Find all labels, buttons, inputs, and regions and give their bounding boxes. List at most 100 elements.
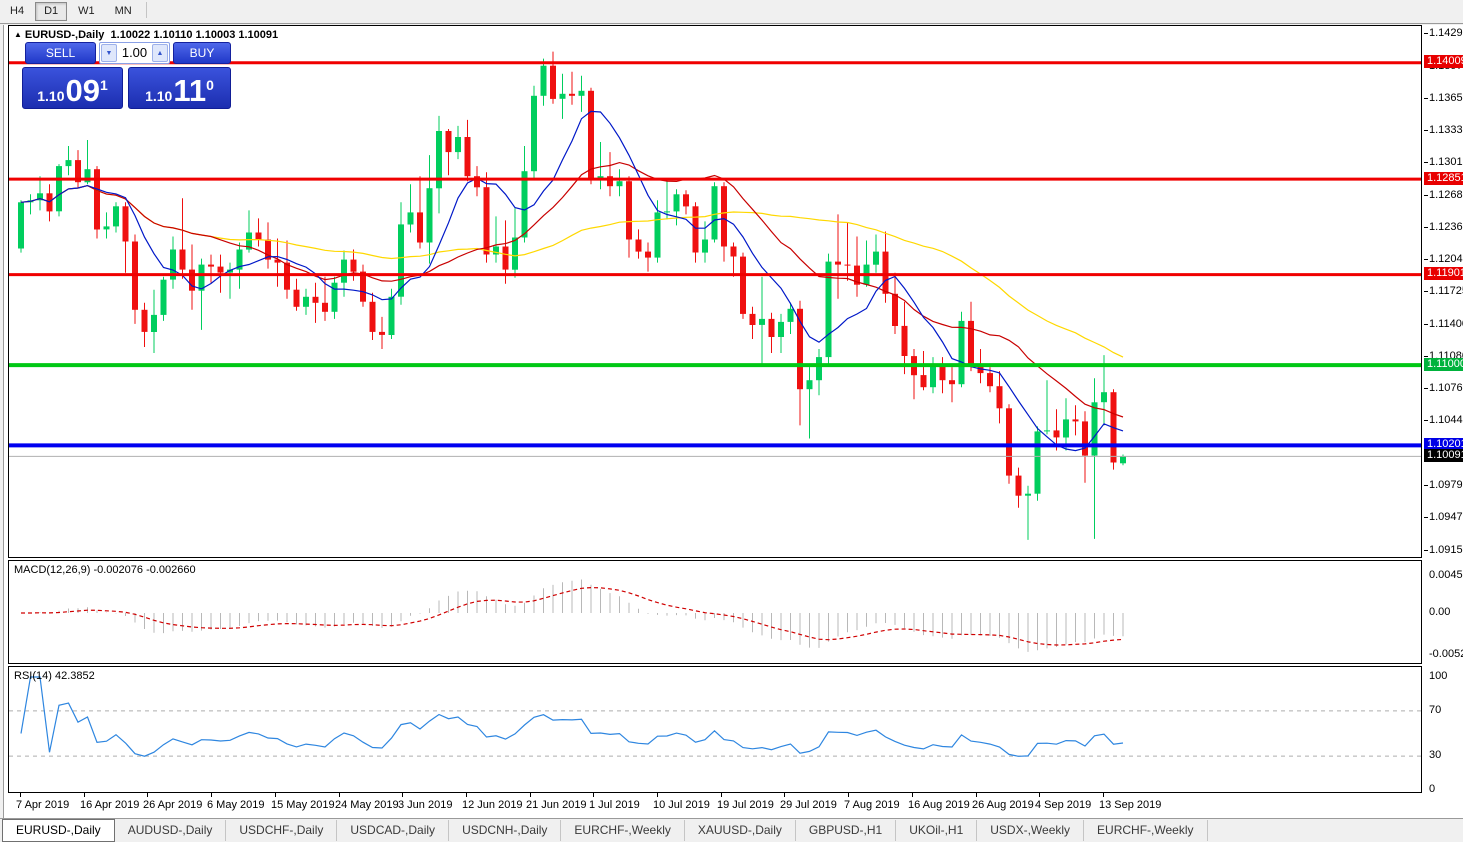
date-axis-label: 10 Jul 2019	[653, 799, 710, 811]
price-axis-tick: 1.13010	[1424, 156, 1463, 168]
chart-tab-xauusd-daily[interactable]: XAUUSD-,Daily	[685, 820, 796, 841]
price-axis-tick: 1.10440	[1424, 414, 1463, 426]
date-axis-label: 7 Aug 2019	[844, 799, 900, 811]
sell-price-prefix: 1.10	[37, 88, 65, 104]
chart-title-symbol: EURUSD-,Daily	[24, 29, 105, 41]
macd-axis-tick: -0.005205	[1429, 648, 1463, 660]
date-axis-label: 16 Apr 2019	[80, 799, 140, 811]
date-axis-label: 7 Apr 2019	[16, 799, 70, 811]
date-axis-tick-mark	[1039, 793, 1040, 797]
price-tag: 1.11901	[1424, 267, 1463, 280]
chart-tab-usdcnh-daily[interactable]: USDCNH-,Daily	[449, 820, 562, 841]
date-axis-label: 1 Jul 2019	[589, 799, 640, 811]
price-axis-tick: 1.11725	[1424, 285, 1463, 297]
chart-tab-ukoil-h1[interactable]: UKOil-,H1	[896, 820, 978, 841]
price-axis-tick: 1.12685	[1424, 189, 1463, 201]
buy-price-sup: 0	[206, 77, 214, 93]
date-axis-label: 13 Sep 2019	[1099, 799, 1162, 811]
date-axis-label: 21 Jun 2019	[526, 799, 587, 811]
buy-price-prefix: 1.10	[145, 88, 173, 104]
toolbar-separator	[145, 1, 147, 18]
date-axis-tick-mark	[20, 793, 21, 797]
volume-decrease-icon[interactable]: ▼	[101, 44, 117, 62]
rsi-label: RSI(14) 42.3852	[14, 670, 95, 682]
date-axis-tick-mark	[657, 793, 658, 797]
sell-price-sup: 1	[99, 77, 108, 93]
chart-window: ▲ EURUSD-,Daily 1.10022 1.10110 1.10003 1…	[3, 25, 1463, 818]
chart-tab-eurchf-weekly[interactable]: EURCHF-,Weekly	[561, 820, 685, 841]
volume-stepper: ▼ 1.00 ▲	[99, 42, 170, 64]
price-axis-tick: 1.12365	[1424, 221, 1463, 233]
price-axis-tick: 1.10760	[1424, 382, 1463, 394]
macd-axis-tick: 0.004536	[1429, 569, 1463, 581]
chart-tab-eurusd-daily[interactable]: EURUSD-,Daily	[2, 819, 115, 842]
date-axis-tick-mark	[84, 793, 85, 797]
chart-tab-eurchf-weekly[interactable]: EURCHF-,Weekly	[1084, 820, 1208, 841]
rsi-axis-tick: 30	[1429, 749, 1442, 761]
rsi-indicator-pane[interactable]: RSI(14) 42.3852	[8, 666, 1422, 793]
price-axis-tick: 1.12045	[1424, 253, 1463, 265]
price-tag: 1.12851	[1424, 172, 1463, 185]
date-axis-tick-mark	[593, 793, 594, 797]
symbol-marker-icon: ▲	[14, 30, 22, 39]
date-axis-label: 16 Aug 2019	[908, 799, 970, 811]
date-axis-tick-mark	[339, 793, 340, 797]
volume-input[interactable]: 1.00	[121, 45, 148, 60]
date-axis-label: 4 Sep 2019	[1035, 799, 1092, 811]
main-chart-pane[interactable]: ▲ EURUSD-,Daily 1.10022 1.10110 1.10003 1…	[8, 25, 1422, 558]
macd-indicator-pane[interactable]: MACD(12,26,9) -0.002076 -0.002660	[8, 560, 1422, 664]
date-axis-tick-mark	[466, 793, 467, 797]
sell-price-button[interactable]: 1.10 09 1	[22, 67, 123, 109]
macd-canvas	[21, 579, 1124, 652]
price-tag: 1.11000	[1424, 358, 1463, 371]
chart-tab-bar: EURUSD-,Daily AUDUSD-,Daily USDCHF-,Daily U…	[0, 818, 1463, 842]
volume-increase-icon[interactable]: ▲	[152, 44, 168, 62]
buy-price-button[interactable]: 1.10 11 0	[128, 67, 231, 109]
date-axis-tick-mark	[848, 793, 849, 797]
chart-title: ▲ EURUSD-,Daily 1.10022 1.10110 1.10003 1…	[14, 29, 278, 41]
timeframe-button-w1[interactable]: W1	[78, 5, 95, 17]
sell-button[interactable]: SELL	[25, 42, 96, 64]
price-axis-tick: 1.13650	[1424, 92, 1463, 104]
price-axis-tick: 1.09475	[1424, 511, 1463, 523]
buy-price-big: 11	[173, 73, 207, 108]
chart-tab-gbpusd-h1[interactable]: GBPUSD-,H1	[796, 820, 897, 841]
candlestick-canvas	[9, 51, 1421, 540]
date-axis-label: 26 Aug 2019	[972, 799, 1034, 811]
chart-title-ohlc: 1.10022 1.10110 1.10003 1.10091	[110, 29, 279, 41]
date-axis-tick-mark	[976, 793, 977, 797]
rsi-canvas	[9, 676, 1421, 757]
macd-label: MACD(12,26,9) -0.002076 -0.002660	[14, 564, 196, 576]
one-click-trading-panel: SELL ▼ 1.00 ▲ BUY 1.10 09 1 1.10 11 0	[22, 42, 231, 126]
date-axis-tick-mark	[1103, 793, 1104, 797]
date-axis-tick-mark	[721, 793, 722, 797]
price-axis-tick: 1.09150	[1424, 544, 1463, 556]
price-axis-tick: 1.13330	[1424, 124, 1463, 136]
rsi-axis-tick: 70	[1429, 704, 1442, 716]
date-axis-label: 12 Jun 2019	[462, 799, 523, 811]
timeframe-button-d1[interactable]: D1	[35, 2, 68, 21]
buy-button[interactable]: BUY	[173, 42, 231, 64]
price-axis-tick: 1.11400	[1424, 318, 1463, 330]
chart-tab-audusd-daily[interactable]: AUDUSD-,Daily	[115, 820, 227, 841]
timeframe-button-mn[interactable]: MN	[114, 5, 132, 17]
date-axis-tick-mark	[402, 793, 403, 797]
chart-tab-usdcad-daily[interactable]: USDCAD-,Daily	[337, 820, 450, 841]
date-axis-tick-mark	[784, 793, 785, 797]
date-axis-tick-mark	[147, 793, 148, 797]
rsi-axis-tick: 0	[1429, 783, 1436, 795]
chart-tab-usdx-weekly[interactable]: USDX-,Weekly	[977, 820, 1085, 841]
date-axis[interactable]: 7 Apr 2019 16 Apr 2019 26 Apr 2019 6 May 20…	[4, 793, 1463, 818]
price-tag: 1.10091	[1424, 449, 1463, 462]
date-axis-tick-mark	[530, 793, 531, 797]
date-axis-label: 26 Apr 2019	[143, 799, 203, 811]
date-axis-label: 29 Jul 2019	[780, 799, 837, 811]
timeframe-button-h4[interactable]: H4	[10, 5, 25, 17]
price-axis-tick: 1.09795	[1424, 479, 1463, 491]
price-tag: 1.14009	[1424, 55, 1463, 68]
date-axis-label: 24 May 2019	[335, 799, 399, 811]
price-tag: 1.10201	[1424, 438, 1463, 451]
price-axis[interactable]: 1.142951.139701.136501.133301.130101.126…	[1423, 25, 1463, 795]
date-axis-tick-mark	[211, 793, 212, 797]
chart-tab-usdchf-daily[interactable]: USDCHF-,Daily	[226, 820, 338, 841]
